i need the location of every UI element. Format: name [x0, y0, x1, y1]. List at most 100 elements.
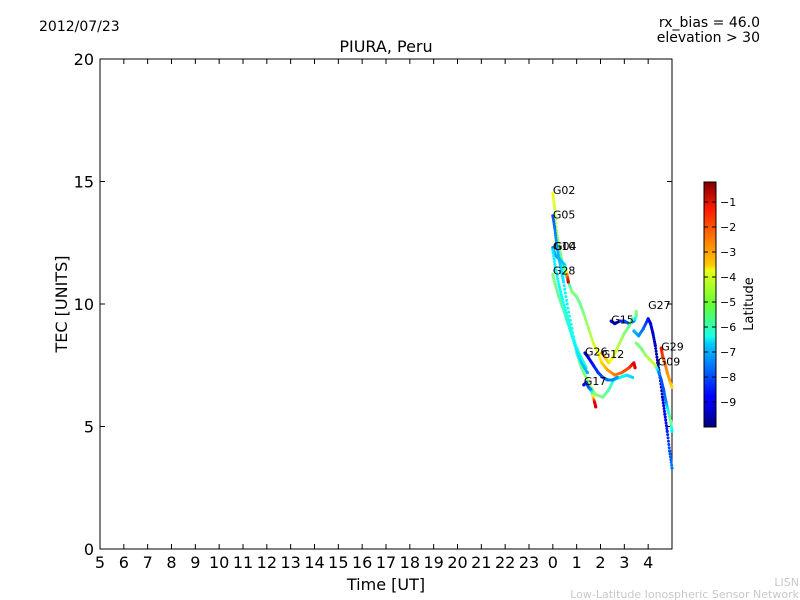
data-point [572, 341, 576, 345]
colorbar-tick-label: −9 [720, 396, 736, 409]
data-point [655, 358, 659, 362]
y-tick-label: 15 [74, 173, 94, 192]
data-point [562, 284, 566, 288]
data-point [560, 295, 564, 299]
x-tick-label: 15 [328, 553, 348, 572]
data-point [588, 331, 592, 335]
data-point [670, 466, 674, 470]
data-point [586, 324, 590, 328]
colorbar-tick-label: −6 [720, 321, 736, 334]
data-point [563, 287, 567, 291]
x-tick-label: 0 [548, 553, 558, 572]
data-point [567, 324, 571, 328]
data-point [654, 347, 658, 351]
data-point [660, 392, 664, 396]
data-point [583, 317, 587, 321]
data-point [591, 339, 595, 343]
data-point [571, 339, 575, 343]
data-point [556, 277, 560, 281]
data-point [552, 199, 556, 203]
x-tick-label: 13 [280, 553, 300, 572]
x-tick-label: 20 [447, 553, 467, 572]
colorbar-ticks: −1 −2 −3 −4 −5 −6 −7 −8 −9 [704, 196, 736, 409]
data-point [574, 346, 578, 350]
data-point [631, 317, 635, 321]
data-point [631, 375, 635, 380]
data-point [662, 409, 666, 413]
data-point [563, 312, 567, 316]
watermark-lisn: LISN [774, 576, 799, 589]
data-point [554, 268, 558, 272]
data-point [553, 229, 557, 232]
data-point [555, 246, 559, 250]
data-point [559, 290, 563, 294]
data-point [655, 352, 659, 356]
colorbar-tick-label: −4 [720, 271, 736, 284]
x-tick-label: 2 [595, 553, 605, 572]
data-point [553, 214, 557, 218]
data-point [664, 424, 668, 428]
data-point [553, 210, 557, 214]
series-g29 [659, 346, 674, 389]
data-point [556, 280, 560, 284]
data-point [663, 412, 667, 416]
colorbar-tick-label: −3 [720, 246, 736, 259]
series-g17 [582, 380, 598, 409]
x-tick-label: 16 [352, 553, 372, 572]
x-tick-label: 6 [119, 553, 129, 572]
satellite-label: G04 [554, 240, 577, 253]
x-tick-label: 21 [471, 553, 491, 572]
data-point [569, 331, 573, 335]
data-point [552, 257, 556, 261]
data-point [668, 452, 672, 456]
x-tick-label: 8 [166, 553, 176, 572]
data-point [561, 280, 566, 284]
x-tick-label: 17 [376, 553, 396, 572]
data-point [551, 192, 555, 196]
colorbar [703, 181, 717, 428]
data-point [653, 344, 657, 348]
date-label: 2012/07/23 [39, 19, 120, 35]
data-point [556, 248, 560, 252]
data-point [552, 202, 556, 206]
data-point [669, 460, 673, 464]
x-tick-label: 19 [423, 553, 443, 572]
satellite-label: G12 [602, 348, 625, 361]
x-tick-label: 11 [233, 553, 253, 572]
data-point [665, 429, 669, 433]
data-point [584, 319, 588, 323]
plot-area [99, 58, 673, 550]
data-point [594, 405, 598, 409]
series-g09 [634, 341, 674, 433]
colorbar-label: Latitude [742, 277, 757, 331]
data-point [565, 302, 569, 306]
data-point [670, 429, 674, 433]
data-point [558, 287, 562, 291]
data-point [589, 334, 593, 338]
data-point [582, 312, 586, 316]
data-point [554, 233, 558, 237]
data-point [551, 197, 555, 201]
data-point [664, 421, 668, 425]
satellite-label: G27 [648, 299, 671, 312]
data-point [557, 285, 561, 289]
series-g28 [551, 273, 589, 375]
data-point [551, 248, 555, 252]
data-point [552, 260, 556, 264]
data-point [552, 204, 556, 208]
y-axis-ticks: 0 5 10 15 20 [74, 50, 672, 559]
data-point [662, 407, 666, 411]
data-point [670, 385, 674, 389]
data-point [615, 375, 619, 380]
x-tick-label: 3 [619, 553, 629, 572]
x-tick-label: 10 [209, 553, 229, 572]
data-point [568, 329, 572, 333]
data-point [560, 297, 564, 301]
data-point [571, 336, 575, 340]
elevation-label: elevation > 30 [657, 30, 760, 46]
y-tick-label: 20 [74, 50, 94, 69]
x-axis-label: Time [UT] [346, 575, 425, 594]
data-point [553, 206, 557, 211]
data-point [670, 463, 674, 467]
